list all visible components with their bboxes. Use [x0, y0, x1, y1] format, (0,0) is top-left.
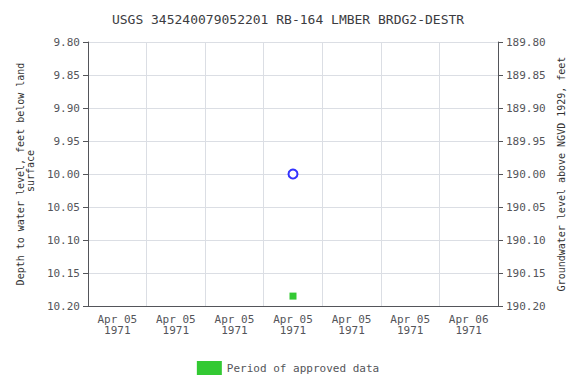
- svg-text:189.85: 189.85: [506, 69, 546, 82]
- svg-text:1971: 1971: [163, 324, 190, 337]
- svg-text:1971: 1971: [280, 324, 307, 337]
- svg-text:1971: 1971: [221, 324, 248, 337]
- svg-text:10.00: 10.00: [47, 168, 80, 181]
- svg-text:189.95: 189.95: [506, 135, 546, 148]
- svg-text:190.10: 190.10: [506, 234, 546, 247]
- svg-text:10.15: 10.15: [47, 267, 80, 280]
- svg-text:Apr 05: Apr 05: [331, 313, 372, 326]
- svg-text:189.90: 189.90: [506, 102, 546, 115]
- svg-text:190.20: 190.20: [506, 300, 546, 313]
- svg-text:1971: 1971: [455, 324, 482, 337]
- svg-text:190.15: 190.15: [506, 267, 546, 280]
- svg-text:9.90: 9.90: [54, 102, 81, 115]
- svg-text:10.05: 10.05: [47, 201, 80, 214]
- svg-text:Apr 05: Apr 05: [214, 313, 255, 326]
- svg-text:1971: 1971: [104, 324, 131, 337]
- svg-text:Apr 06: Apr 06: [448, 313, 489, 326]
- svg-text:9.85: 9.85: [54, 69, 81, 82]
- svg-text:1971: 1971: [338, 324, 365, 337]
- svg-text:10.20: 10.20: [47, 300, 80, 313]
- svg-text:Period of approved data: Period of approved data: [227, 362, 379, 375]
- svg-text:Groundwater level above NGVD 1: Groundwater level above NGVD 1929, feet: [556, 57, 567, 292]
- svg-text:189.80: 189.80: [506, 36, 546, 49]
- svg-text:Apr 05: Apr 05: [156, 313, 196, 326]
- svg-text:9.80: 9.80: [54, 36, 81, 49]
- svg-text:190.05: 190.05: [506, 201, 546, 214]
- svg-text:10.10: 10.10: [47, 234, 80, 247]
- svg-text:1971: 1971: [397, 324, 424, 337]
- svg-text:Apr 05: Apr 05: [273, 313, 313, 326]
- svg-text:Apr 05: Apr 05: [390, 313, 430, 326]
- svg-text:190.00: 190.00: [506, 168, 546, 181]
- svg-text:9.95: 9.95: [54, 135, 81, 148]
- svg-text:surface: surface: [25, 150, 36, 198]
- svg-text:USGS 345240079052201 RB-164 LM: USGS 345240079052201 RB-164 LMBER BRDG2-…: [112, 12, 464, 27]
- svg-text:Apr 05: Apr 05: [97, 313, 138, 326]
- svg-text:Depth to water level, feet bel: Depth to water level, feet below land: [15, 62, 27, 286]
